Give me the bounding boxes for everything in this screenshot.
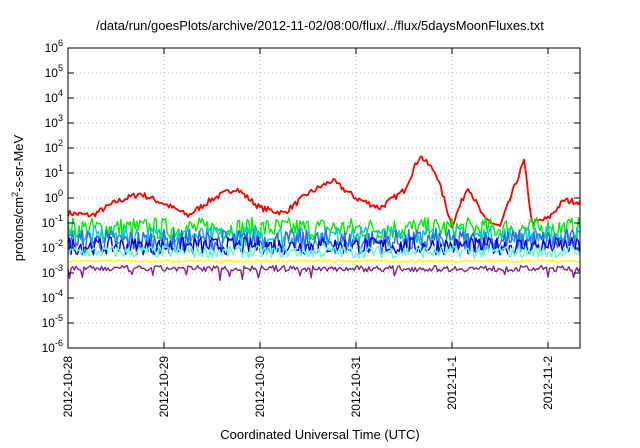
x-tick-label: 2012-10-31 [349, 356, 363, 418]
y-tick-label: 105 [45, 63, 63, 80]
y-tick-label-base: 10 [42, 266, 56, 280]
y-tick-label-base: 10 [42, 291, 56, 305]
x-tick-label: 2012-10-28 [61, 356, 75, 418]
y-tick-label-base: 10 [42, 216, 56, 230]
y-tick-label-exponent: -2 [55, 238, 63, 248]
y-tick-label-base: 10 [42, 241, 56, 255]
y-tick-label-base: 10 [45, 91, 59, 105]
y-tick-label-base: 10 [45, 166, 59, 180]
y-tick-label-base: 10 [42, 316, 56, 330]
axis-ticks [67, 47, 580, 349]
y-tick-label: 10-4 [42, 288, 63, 305]
y-tick-label-base: 10 [45, 41, 59, 55]
x-tick-labels: 2012-10-28 2012-10-29 2012-10-30 2012-10-31… [61, 356, 555, 418]
y-tick-label: 10-5 [42, 313, 63, 330]
y-axis-label-sup: 2 [9, 191, 20, 197]
y-tick-label-exponent: 2 [58, 138, 63, 148]
x-tick-label: 2012-10-30 [253, 356, 267, 418]
y-tick-label: 103 [45, 113, 63, 130]
y-tick-label-exponent: -3 [55, 263, 63, 273]
y-axis-label: protons/cm2-s-sr-MeV [10, 135, 26, 261]
y-tick-label-base: 10 [42, 341, 56, 355]
y-tick-label: 104 [45, 88, 63, 105]
y-tick-labels: 10-610-510-410-310-210-11001011021031041… [42, 38, 63, 355]
gridlines [67, 47, 580, 349]
y-axis-label-suffix: -s-sr-MeV [11, 134, 27, 192]
y-tick-label: 10-1 [42, 213, 63, 230]
x-tick-label: 2012-11-2 [541, 356, 555, 410]
y-tick-label-base: 10 [45, 191, 59, 205]
y-tick-label-exponent: -6 [55, 338, 63, 348]
x-tick-label: 2012-11-1 [445, 356, 459, 410]
y-tick-label-exponent: -1 [55, 213, 63, 223]
series-line [67, 245, 581, 259]
y-tick-label: 102 [45, 138, 63, 155]
y-tick-label-exponent: 3 [58, 113, 63, 123]
y-tick-label-base: 10 [45, 141, 59, 155]
y-tick-label-exponent: 6 [58, 38, 63, 48]
y-tick-label: 10-2 [42, 238, 63, 255]
y-tick-label: 106 [45, 38, 63, 55]
y-tick-label-exponent: 4 [58, 88, 63, 98]
x-axis-label: Coordinated Universal Time (UTC) [220, 427, 420, 442]
series-group [67, 155, 581, 281]
y-tick-label-base: 10 [45, 116, 59, 130]
y-tick-label-exponent: 0 [58, 188, 63, 198]
x-tick-label: 2012-10-29 [157, 356, 171, 418]
series-line [67, 259, 581, 263]
y-tick-label-base: 10 [45, 66, 59, 80]
y-axis-label-prefix: protons/cm [11, 196, 27, 262]
series-line [67, 155, 581, 229]
y-tick-label-exponent: -4 [55, 288, 63, 298]
series-line [67, 264, 581, 281]
y-tick-label-exponent: 1 [58, 163, 63, 173]
y-tick-label-exponent: 5 [58, 63, 63, 73]
y-tick-label: 100 [45, 188, 63, 205]
y-tick-label: 10-6 [42, 338, 63, 355]
y-tick-label: 101 [45, 163, 63, 180]
y-tick-label-exponent: -5 [55, 313, 63, 323]
chart-title: /data/run/goesPlots/archive/2012-11-02/0… [96, 18, 544, 33]
y-tick-label: 10-3 [42, 263, 63, 280]
